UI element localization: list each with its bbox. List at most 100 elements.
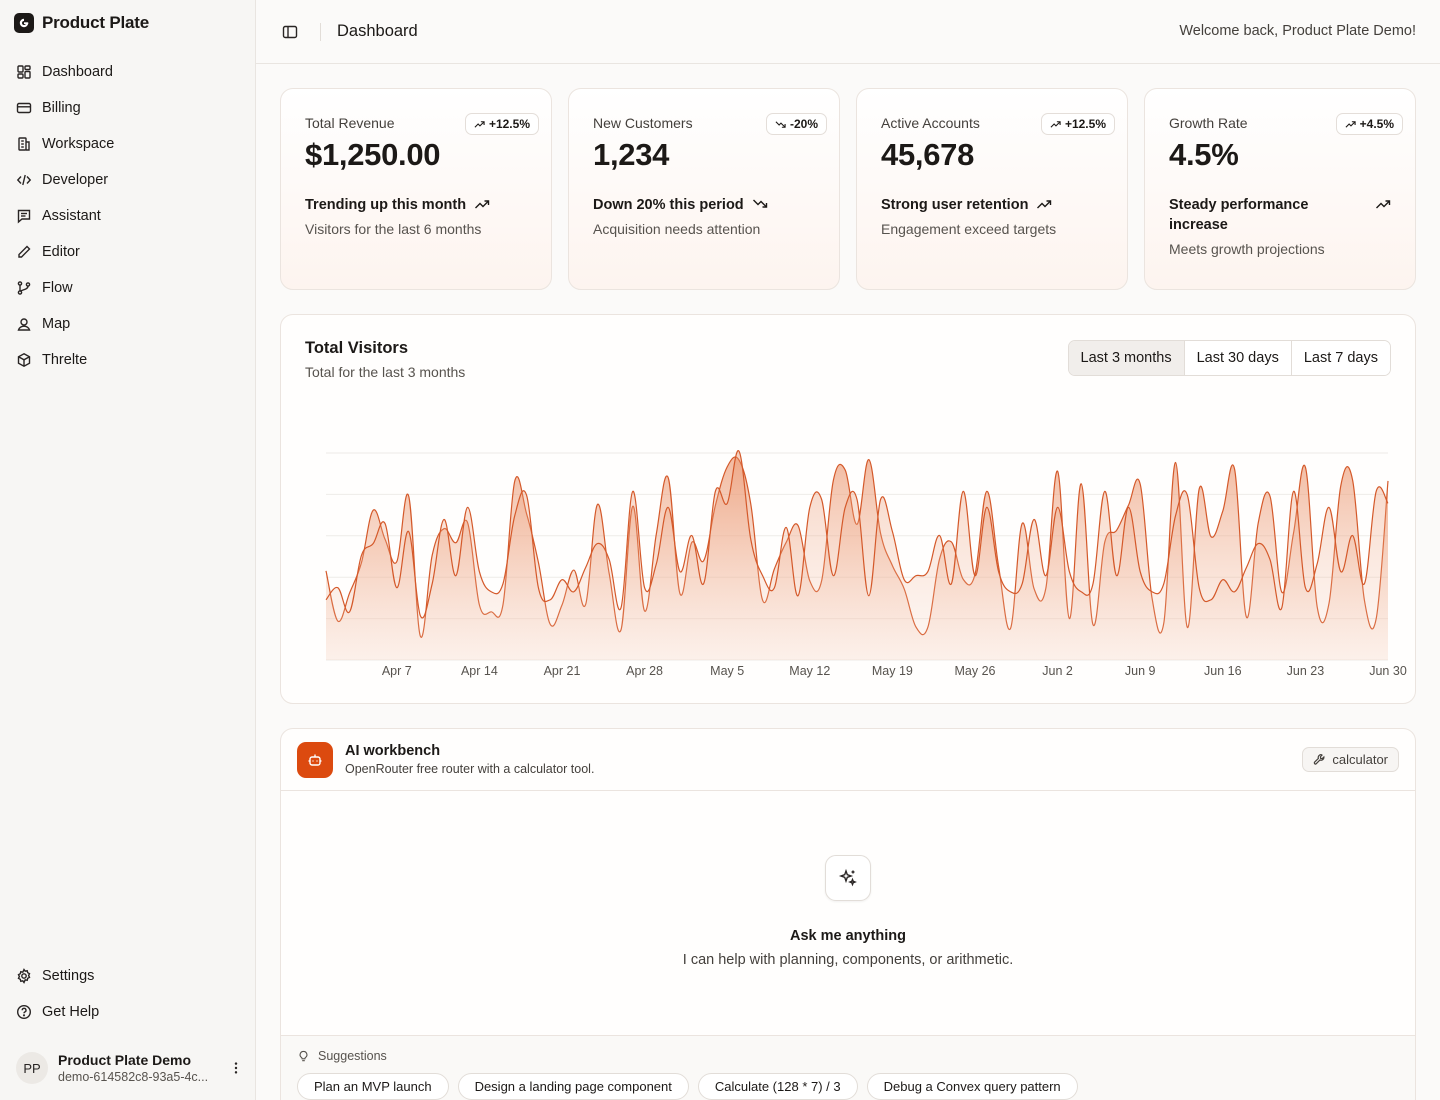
- stat-value: 45,678: [881, 137, 975, 172]
- sidebar-item-label: Assistant: [42, 208, 101, 224]
- total-visitors-card: Apr 7 Apr 14 Apr 21 Apr 28 May 5 May 12 May 19…: [280, 314, 1416, 704]
- stat-headline-text: Steady performance increase: [1169, 197, 1309, 233]
- sidebar-item-label: Dashboard: [42, 64, 113, 80]
- lightbulb-icon: [299, 1050, 308, 1061]
- stat-headline: Trending up this month: [305, 195, 527, 215]
- chart-title: Total Visitors: [305, 339, 408, 357]
- brand[interactable]: Product Plate: [14, 13, 149, 33]
- stat-subtext: Visitors for the last 6 months: [305, 221, 482, 237]
- sidebar-item-label: Settings: [42, 968, 95, 984]
- suggestions-bar: Suggestions Plan an MVP launch Design a …: [281, 1035, 1415, 1100]
- pencil-icon: [18, 245, 31, 258]
- stat-subtext: Engagement exceed targets: [881, 221, 1057, 237]
- trend-badge: +12.5%: [1040, 113, 1115, 135]
- stat-subtext: Acquisition needs attention: [593, 221, 761, 237]
- sidebar-toggle-icon[interactable]: [282, 24, 298, 40]
- credit-card-icon: [16, 102, 32, 114]
- sidebar-item-label: Map: [42, 316, 71, 332]
- stat-value: 4.5%: [1169, 137, 1239, 172]
- user-name: Product Plate Demo: [58, 1052, 192, 1068]
- trend-badge-label: +12.5%: [488, 117, 530, 131]
- suggestion-chip[interactable]: Design a landing page component: [457, 1073, 689, 1100]
- sidebar-nav: Dashboard Billing Workspace Developer As…: [8, 54, 248, 378]
- sidebar-item-billing[interactable]: Billing: [8, 90, 248, 126]
- x-tick-label: Jun 2: [1042, 664, 1073, 678]
- welcome-message: Welcome back, Product Plate Demo!: [1179, 23, 1416, 39]
- suggestion-chip[interactable]: Plan an MVP launch: [297, 1073, 449, 1100]
- stat-card-new-customers: New Customers 1,234 -20% Down 20% this p…: [568, 88, 840, 290]
- product-plate-logo-icon: [14, 13, 34, 33]
- suggestions-label: Suggestions: [297, 1049, 387, 1063]
- stat-value: $1,250.00: [305, 137, 441, 172]
- sidebar-item-editor[interactable]: Editor: [8, 234, 248, 270]
- stat-headline: Down 20% this period: [593, 195, 815, 215]
- more-vertical-icon[interactable]: [228, 1058, 244, 1078]
- empty-state-subtitle: I can help with planning, components, or…: [682, 952, 1014, 968]
- sidebar-item-label: Flow: [42, 280, 73, 296]
- sidebar-item-map[interactable]: Map: [8, 306, 248, 342]
- map-pin-user-icon: [17, 318, 31, 331]
- git-branch-icon: [17, 281, 31, 295]
- trending-down-icon: [752, 199, 767, 208]
- trending-up-icon: [475, 200, 490, 209]
- sidebar-item-flow[interactable]: Flow: [8, 270, 248, 306]
- stat-label: Total Revenue: [305, 115, 395, 131]
- box-icon: [17, 353, 31, 367]
- sidebar-item-assistant[interactable]: Assistant: [8, 198, 248, 234]
- ai-workbench-panel: AI workbench OpenRouter free router with…: [280, 728, 1416, 1100]
- series-line-2: [325, 450, 1389, 619]
- x-tick-label: Jun 30: [1369, 664, 1407, 678]
- sidebar-item-label: Get Help: [42, 1004, 100, 1020]
- x-tick-label: May 12: [789, 664, 830, 678]
- stat-card-growth-rate: Growth Rate 4.5% +4.5% Steady performanc…: [1144, 88, 1416, 290]
- gear-icon: [17, 968, 31, 984]
- user-info: Product Plate Demo demo-614582c8-93a5-4c…: [58, 1052, 218, 1084]
- stat-card-total-revenue: Total Revenue $1,250.00 +12.5% Trending …: [280, 88, 552, 290]
- page-title: Dashboard: [337, 22, 418, 40]
- sidebar-item-label: Threlte: [42, 352, 88, 368]
- stat-subtext: Meets growth projections: [1169, 241, 1325, 257]
- help-circle-icon: [16, 1004, 32, 1020]
- calculator-tool-badge[interactable]: calculator: [1302, 747, 1399, 772]
- code-icon: [16, 174, 32, 186]
- sidebar-item-settings[interactable]: Settings: [8, 958, 248, 994]
- sidebar-item-developer[interactable]: Developer: [8, 162, 248, 198]
- visitors-area-chart[interactable]: Apr 7 Apr 14 Apr 21 Apr 28 May 5 May 12 May 19…: [281, 315, 1417, 705]
- sidebar-item-workspace[interactable]: Workspace: [8, 126, 248, 162]
- stat-headline-text: Strong user retention: [881, 197, 1029, 213]
- user-profile[interactable]: PP Product Plate Demo demo-614582c8-93a5…: [16, 1048, 244, 1088]
- x-tick-label: May 26: [955, 664, 996, 678]
- sidebar-item-dashboard[interactable]: Dashboard: [8, 54, 248, 90]
- header-divider: [320, 23, 321, 41]
- trending-up-icon: [1345, 120, 1356, 128]
- sparkles-icon: [825, 855, 871, 901]
- chart-subtitle: Total for the last 3 months: [305, 364, 466, 380]
- sidebar-item-get-help[interactable]: Get Help: [8, 994, 248, 1030]
- tool-badge-label: calculator: [1332, 752, 1388, 767]
- stat-headline: Strong user retention: [881, 195, 1103, 215]
- x-tick-label: Jun 16: [1204, 664, 1242, 678]
- trend-badge-label: -20%: [789, 117, 818, 131]
- workbench-title: AI workbench: [345, 743, 441, 759]
- workbench-header: AI workbench OpenRouter free router with…: [281, 729, 1415, 791]
- sidebar-item-label: Developer: [42, 172, 109, 188]
- sidebar: Product Plate Dashboard Billing Workspac…: [0, 0, 256, 1100]
- range-last-7-days-button[interactable]: Last 7 days: [1290, 341, 1390, 375]
- workbench-description: OpenRouter free router with a calculator…: [345, 762, 595, 776]
- x-tick-label: Apr 28: [626, 664, 663, 678]
- sidebar-item-label: Billing: [42, 100, 81, 116]
- suggestion-chip[interactable]: Calculate (128 * 7) / 3: [697, 1073, 858, 1100]
- suggestion-chips: Plan an MVP launch Design a landing page…: [297, 1073, 1078, 1100]
- x-tick-label: May 19: [872, 664, 913, 678]
- x-tick-label: May 5: [710, 664, 744, 678]
- stat-label: New Customers: [593, 115, 693, 131]
- trending-up-icon: [1037, 200, 1052, 209]
- range-last-3-months-button[interactable]: Last 3 months: [1068, 341, 1184, 375]
- x-tick-label: Apr 14: [461, 664, 498, 678]
- building-icon: [18, 137, 30, 151]
- sidebar-bottom-nav: Settings Get Help: [8, 958, 248, 1030]
- suggestion-chip[interactable]: Debug a Convex query pattern: [866, 1073, 1078, 1100]
- range-last-30-days-button[interactable]: Last 30 days: [1183, 341, 1291, 375]
- sidebar-item-threlte[interactable]: Threlte: [8, 342, 248, 378]
- x-tick-label: Apr 7: [382, 664, 412, 678]
